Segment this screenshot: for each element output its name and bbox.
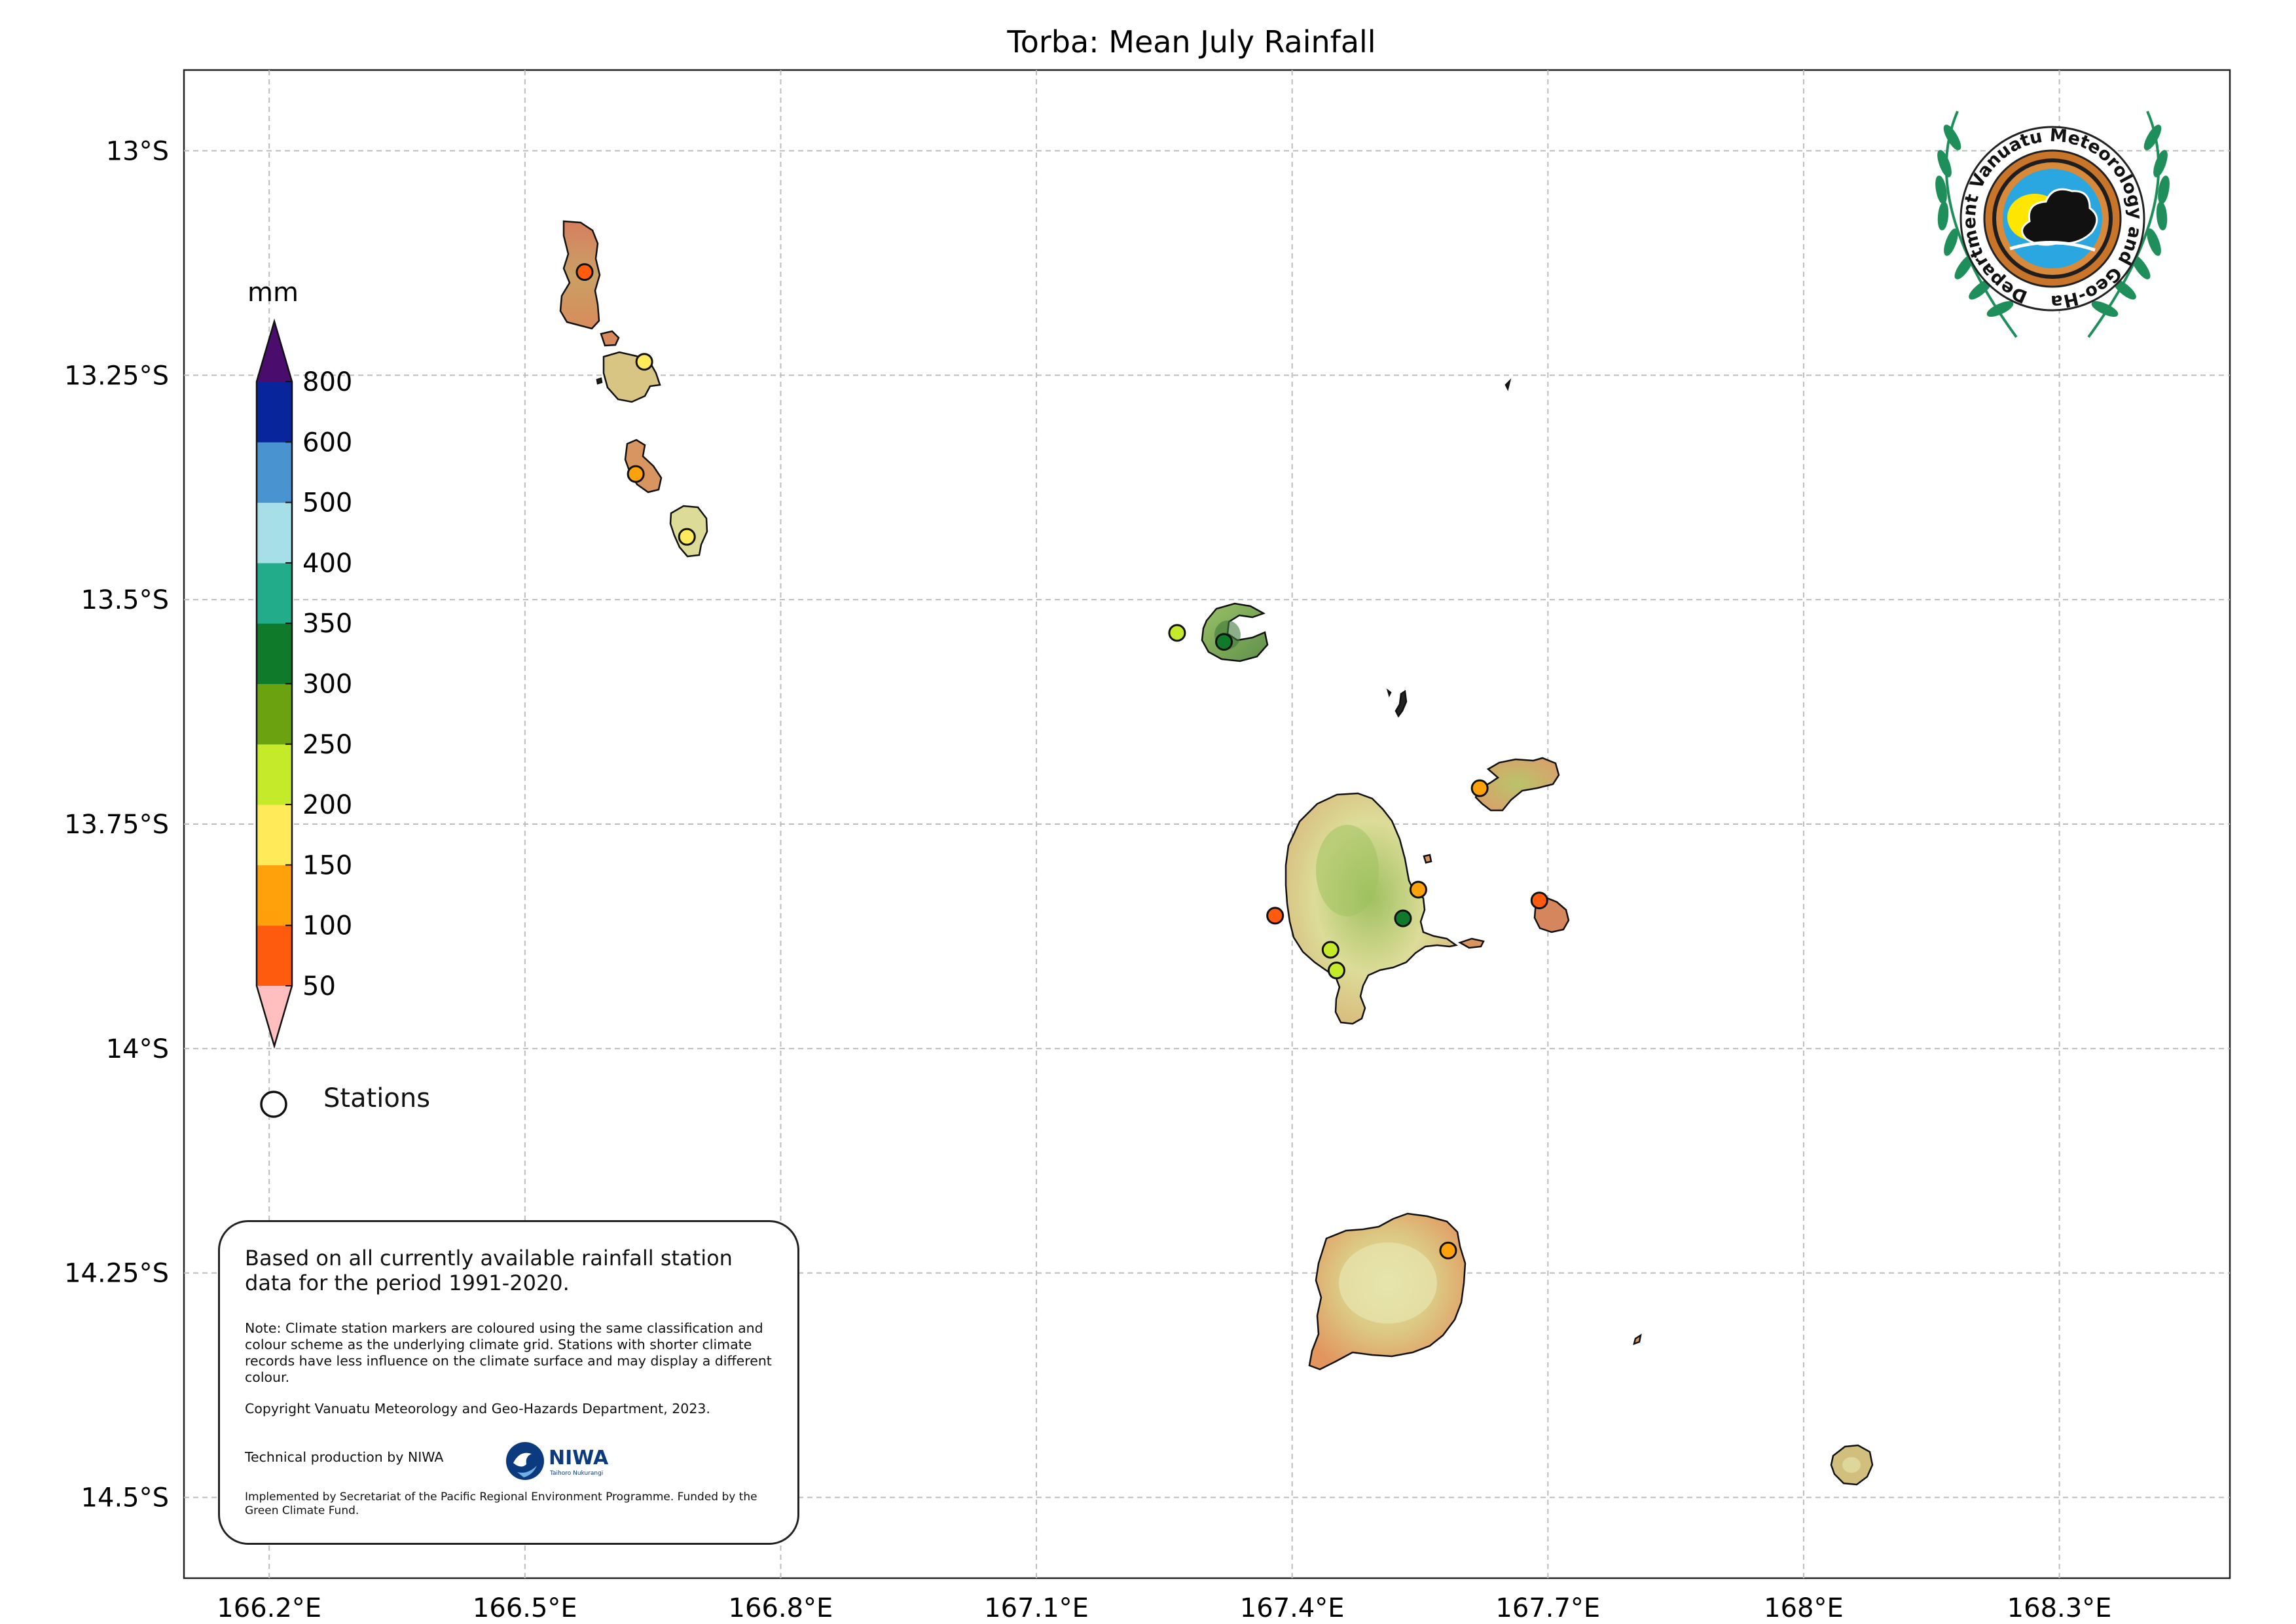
- station-marker: [1327, 962, 1345, 980]
- x-tick-label: 168°E: [1764, 1593, 1844, 1623]
- x-tick-label: 167.1°E: [984, 1593, 1089, 1623]
- svg-text:Taihoro Nukurangi: Taihoro Nukurangi: [549, 1470, 603, 1477]
- island-loh: [624, 439, 663, 494]
- colorbar-under-arrow: [257, 986, 292, 1046]
- info-technical: Technical production by NIWA: [245, 1449, 444, 1465]
- colorbar-unit-label: mm: [247, 278, 299, 308]
- colorbar-tick-label: 100: [302, 911, 352, 941]
- colorbar-bin: [257, 744, 292, 805]
- colorbar-tick-label: 600: [302, 427, 352, 458]
- y-tick-labels: 13°S 13.25°S 13.5°S 13.75°S 14°S 14.25°S 14.5°…: [64, 136, 169, 1513]
- station-marker: [1215, 633, 1233, 651]
- colorbar-bin: [257, 865, 292, 926]
- colorbar-tick-label: 150: [302, 850, 352, 880]
- x-tick-label: 167.7°E: [1495, 1593, 1600, 1623]
- x-tick-labels: 166.2°E 166.5°E 166.8°E 167.1°E 167.4°E 167.7…: [217, 1593, 2111, 1623]
- x-tick-label: 166.2°E: [217, 1593, 321, 1623]
- stations-legend-label: Stations: [323, 1083, 431, 1113]
- island-gaua: [1285, 792, 1459, 1025]
- station-marker: [627, 465, 645, 483]
- station-marker: [1470, 779, 1489, 797]
- island-toga-north: [600, 330, 620, 347]
- y-tick-label: 13°S: [106, 136, 169, 166]
- colorbar-tick-label: 350: [302, 609, 352, 639]
- x-tick-label: 168.3°E: [2007, 1593, 2112, 1623]
- niwa-logo: NIWA Taihoro Nukurangi: [506, 1442, 609, 1480]
- islet-north: [1504, 378, 1512, 391]
- colorbar-bin: [257, 382, 292, 442]
- y-tick-label: 13.5°S: [81, 585, 169, 615]
- info-copyright: Copyright Vanuatu Meteorology and Geo-Ha…: [245, 1401, 710, 1416]
- relief-shading: [1214, 621, 1861, 1473]
- colorbar-tick-label: 50: [302, 971, 336, 1001]
- info-box: Based on all currently available rainfal…: [218, 1220, 799, 1545]
- islet-reef-2: [1386, 688, 1392, 698]
- station-marker: [1409, 880, 1427, 899]
- y-tick-label: 14.5°S: [81, 1483, 169, 1513]
- station-marker: [575, 263, 594, 281]
- station-marker: [1168, 624, 1186, 642]
- y-tick-label: 13.25°S: [64, 361, 169, 391]
- colorbar-tick-label: 300: [302, 670, 352, 700]
- islet-reef-1: [1394, 689, 1408, 718]
- islet-gaua-ne: [1423, 854, 1432, 864]
- colorbar-tick-label: 800: [302, 367, 352, 397]
- colorbar-tick-label: 250: [302, 730, 352, 760]
- colorbar: 50 100 150 200 250 300 350 400 500 600 800: [255, 318, 352, 1049]
- station-marker: [678, 528, 696, 546]
- station-markers: [575, 263, 1548, 1259]
- y-tick-label: 14°S: [106, 1034, 169, 1064]
- islet-toga-west: [596, 377, 603, 385]
- info-note-text: Note: Climate station markers are colour…: [245, 1320, 772, 1385]
- y-tick-label: 14.25°S: [64, 1259, 169, 1289]
- y-tick-label: 13.75°S: [64, 810, 169, 840]
- islet-gaua-east: [1457, 937, 1485, 949]
- station-marker: [1394, 909, 1412, 928]
- colorbar-bin: [257, 623, 292, 684]
- station-marker: [1321, 941, 1339, 959]
- colorbar-bin: [257, 562, 292, 624]
- colorbar-bin: [257, 502, 292, 564]
- station-marker: [1530, 892, 1548, 910]
- colorbar-tick-label: 500: [302, 488, 352, 518]
- colorbar-tick-label: 200: [302, 790, 352, 820]
- station-marker: [635, 353, 653, 371]
- stations-legend-marker: [260, 1091, 287, 1118]
- x-tick-label: 166.8°E: [729, 1593, 833, 1623]
- colorbar-bin: [257, 804, 292, 865]
- colorbar-tick-label: 400: [302, 549, 352, 579]
- info-implemented: Implemented by Secretariat of the Pacifi…: [245, 1490, 757, 1517]
- colorbar-over-arrow: [257, 321, 292, 382]
- colorbar-bin: [257, 683, 292, 745]
- islet-kwakea: [1633, 1333, 1642, 1346]
- island-mota-lava: [1474, 757, 1560, 812]
- station-marker: [1439, 1241, 1457, 1259]
- svg-text:NIWA: NIWA: [549, 1447, 609, 1470]
- x-tick-label: 167.4°E: [1240, 1593, 1345, 1623]
- station-marker: [1266, 907, 1285, 925]
- colorbar-bin: [257, 442, 292, 503]
- colorbar-bin: [257, 925, 292, 986]
- vmgd-logo: Department Vanuatu Meteorology and Geo-H…: [1918, 98, 2170, 338]
- map-title: Torba: Mean July Rainfall: [1006, 24, 1376, 60]
- info-main-text: Based on all currently available rainfal…: [245, 1246, 733, 1295]
- x-tick-label: 166.5°E: [473, 1593, 577, 1623]
